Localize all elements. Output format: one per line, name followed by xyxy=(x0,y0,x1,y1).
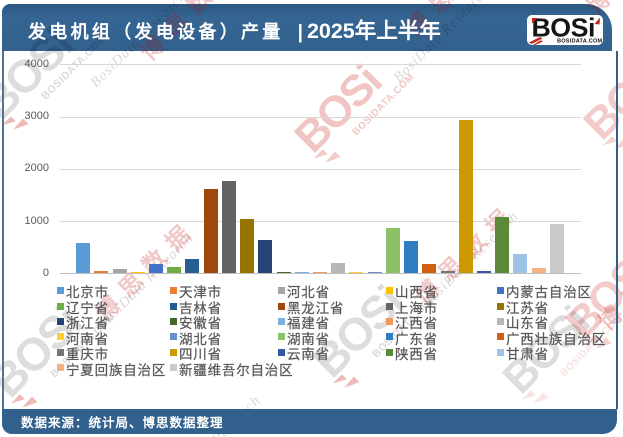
svg-text:BOSIDATA.COM: BOSIDATA.COM xyxy=(557,38,603,44)
